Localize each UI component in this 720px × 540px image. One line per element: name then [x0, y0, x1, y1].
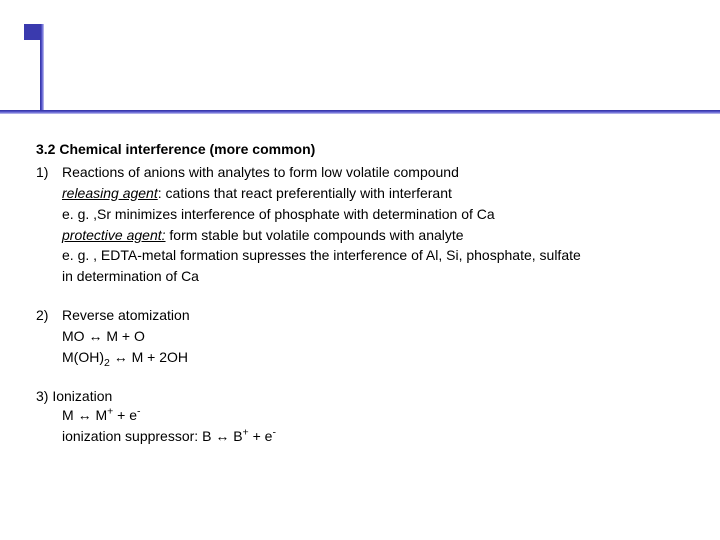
horizontal-rule [0, 110, 720, 114]
item-number: 1) [36, 163, 62, 182]
item-body: Reactions of anions with analytes to for… [62, 163, 690, 182]
dbl-arrow-icon: ↔ [215, 428, 229, 444]
example-1: e. g. ,Sr minimizes interference of phos… [62, 205, 690, 224]
term-protective: protective agent: [62, 227, 166, 243]
dbl-arrow-icon: ↔ [78, 407, 92, 423]
dbl-arrow-icon: ↔ [88, 328, 102, 344]
item-number: 2) [36, 306, 62, 325]
list-item-1: 1) Reactions of anions with analytes to … [36, 163, 690, 182]
equation-mo: MO ↔ M + O [62, 327, 690, 346]
releasing-agent-line: releasing agent: cations that react pref… [62, 184, 690, 203]
slide-content: 3.2 Chemical interference (more common) … [36, 140, 690, 448]
list-item-2: 2) Reverse atomization [36, 306, 690, 325]
section-heading: 3.2 Chemical interference (more common) [36, 140, 690, 159]
item-body: Reverse atomization [62, 306, 690, 325]
protective-agent-line: protective agent: form stable but volati… [62, 226, 690, 245]
releasing-text: : cations that react preferentially with… [158, 185, 452, 201]
equation-suppressor: ionization suppressor: B ↔ B+ + e- [62, 427, 690, 446]
equation-moh2: M(OH)2 ↔ M + 2OH [62, 348, 690, 367]
equation-ionization: M ↔ M+ + e- [62, 406, 690, 425]
protective-text: form stable but volatile compounds with … [166, 227, 464, 243]
vertical-rule [40, 24, 44, 114]
dbl-arrow-icon: ↔ [114, 349, 128, 365]
term-releasing: releasing agent [62, 185, 158, 201]
example-2b: in determination of Ca [62, 267, 690, 286]
example-2a: e. g. , EDTA-metal formation supresses t… [62, 246, 690, 265]
corner-box [24, 24, 40, 40]
list-item-3-title: 3) Ionization [36, 387, 690, 406]
